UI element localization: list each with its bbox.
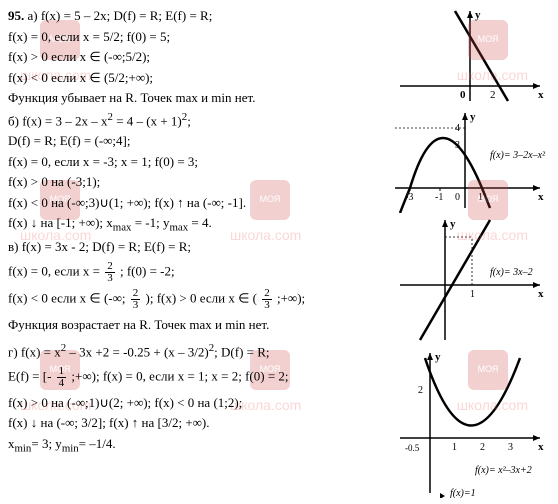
svg-text:y: y: [450, 218, 456, 230]
text-a2: f(x) = 0, если x = 5/2; f(0) = 5;: [8, 27, 378, 47]
svg-text:0: 0: [460, 89, 466, 101]
text-content: 95. а) f(x) = 5 – 2x; D(f) = R; E(f) = R…: [8, 6, 378, 457]
text-a5: Функция убывает на R. Точек max и min не…: [8, 88, 378, 108]
svg-text:x: x: [538, 89, 544, 101]
svg-text:1: 1: [452, 442, 457, 453]
svg-text:f(x)=1: f(x)=1: [450, 488, 476, 498]
svg-text:1: 1: [470, 289, 475, 300]
text-b1: б) f(x) = 3 – 2x – x2 = 4 – (x + 1)2;: [8, 109, 378, 131]
text-c4: Функция возрастает на R. Точек max и min…: [8, 315, 378, 335]
svg-text:f(x)= 3–2x–x²: f(x)= 3–2x–x²: [490, 150, 546, 161]
svg-text:f(x)= 3x–2: f(x)= 3x–2: [490, 267, 533, 278]
graph-c: y x 1 f(x)= 3x–2: [390, 215, 550, 345]
text-a4: f(x) < 0 если x ∈ (5/2;+∞);: [8, 68, 378, 88]
svg-text:f(x)= x²–3x+2: f(x)= x²–3x+2: [475, 465, 532, 476]
svg-text:-0.5: -0.5: [405, 443, 420, 453]
text-a1: а) f(x) = 5 – 2x; D(f) = R; E(f) = R;: [28, 8, 213, 23]
problem-number: 95.: [8, 8, 24, 23]
text-c1: в) f(x) = 3x - 2; D(f) = R; E(f) = R;: [8, 237, 378, 257]
svg-text:y: y: [435, 351, 441, 363]
text-b2: D(f) = R; E(f) = (-∞;4];: [8, 131, 378, 151]
text-c3: f(x) < 0 если x ∈ (-∞; 23 ); f(x) > 0 ес…: [8, 288, 378, 311]
svg-text:-1: -1: [435, 192, 443, 203]
text-b4: f(x) > 0 на (-3;1);: [8, 172, 378, 192]
text-d1: г) f(x) = x2 – 3x +2 = -0.25 + (x – 3/2)…: [8, 340, 378, 362]
graph-d: y x 2 -0.5 1 2 3 f(x)= x²–3x+2 f(x)=1: [390, 348, 550, 498]
svg-text:2: 2: [490, 89, 496, 101]
svg-text:x: x: [538, 288, 544, 300]
text-b3: f(x) = 0, если x = -3; x = 1; f(0) = 3;: [8, 152, 378, 172]
text-d5: xmin= 3; ymin= –1/4.: [8, 434, 378, 457]
text-c2: f(x) = 0, если x = 23 ; f(0) = -2;: [8, 261, 378, 284]
svg-text:x: x: [538, 191, 544, 203]
svg-text:0: 0: [455, 192, 460, 203]
svg-text:4: 4: [455, 123, 460, 134]
text-d4: f(x) ↓ на (-∞; 3/2]; f(x) ↑ на [3/2; +∞)…: [8, 413, 378, 433]
svg-text:y: y: [475, 9, 481, 21]
text-b6: f(x) ↓ на [-1; +∞); xmax = -1; ymax = 4.: [8, 213, 378, 236]
svg-text:2: 2: [480, 442, 485, 453]
graph-b: y x 4 3 -3 -1 0 1 f(x)= 3–2x–x²: [390, 108, 550, 213]
svg-text:x: x: [538, 441, 544, 453]
svg-text:2: 2: [418, 385, 423, 396]
svg-text:y: y: [470, 111, 476, 123]
text-b5: f(x) < 0 на (-∞;3)∪(1; +∞); f(x) ↑ на (-…: [8, 193, 378, 213]
text-a3: f(x) > 0 если x ∈ (-∞;5/2);: [8, 47, 378, 67]
svg-text:1: 1: [478, 192, 483, 203]
svg-text:3: 3: [508, 442, 513, 453]
text-d3: f(x) > 0 на (-∞;1)∪(2; +∞); f(x) < 0 на …: [8, 393, 378, 413]
graph-a: 0 2 y x: [390, 6, 550, 106]
text-d2: E(f) = [- 14 ;+∞); f(x) = 0, если x = 1;…: [8, 366, 378, 389]
